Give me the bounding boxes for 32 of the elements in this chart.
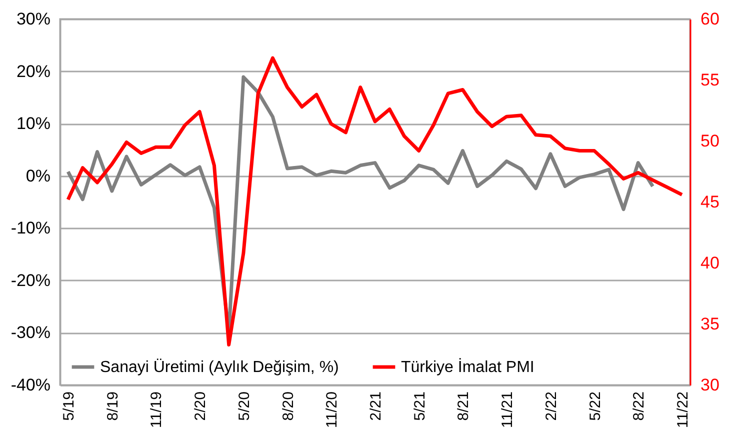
x-tick-label: 5/22 (586, 392, 604, 421)
y-tick-label: -40% (10, 376, 50, 394)
y-tick-label: 20% (16, 62, 50, 81)
x-tick-label: 5/21 (411, 392, 428, 421)
x-tick-label: 11/22 (674, 392, 692, 428)
y2-tick-label: 50 (700, 132, 720, 150)
y2-tick-label: 60 (700, 10, 720, 28)
y2-tick-label: 35 (700, 314, 720, 334)
y-tick-label: 30% (16, 10, 50, 28)
y2-tick-label: 55 (700, 70, 720, 90)
x-tick-label: 5/20 (236, 392, 253, 421)
legend-label: Sanayi Üretimi (Aylık Değişim, %) (100, 358, 339, 376)
x-tick-label: 8/19 (104, 392, 122, 421)
x-tick-label: 2/20 (192, 392, 210, 421)
x-tick-label: 8/20 (280, 392, 297, 421)
x-tick-label: 11/19 (148, 392, 166, 428)
x-tick-label: 5/19 (60, 392, 78, 421)
x-tick-label: 2/21 (368, 392, 384, 421)
y-tick-label: 0% (26, 166, 50, 186)
x-tick-label: 11/21 (499, 392, 516, 428)
x-tick-label: 11/20 (324, 392, 341, 428)
y-tick-label: 10% (16, 114, 50, 134)
y-tick-label: -30% (10, 323, 50, 342)
x-tick-label: 8/21 (455, 392, 472, 421)
y-tick-label: -20% (10, 270, 50, 290)
y2-tick-label: 45 (700, 192, 720, 212)
y-tick-label: -10% (10, 218, 50, 238)
x-tick-label: 8/22 (630, 392, 648, 421)
y2-tick-label: 40 (700, 254, 720, 272)
x-tick-label: 2/22 (542, 392, 560, 421)
legend-label: Türkiye İmalat PMI (401, 358, 534, 376)
y2-tick-label: 30 (700, 376, 720, 394)
